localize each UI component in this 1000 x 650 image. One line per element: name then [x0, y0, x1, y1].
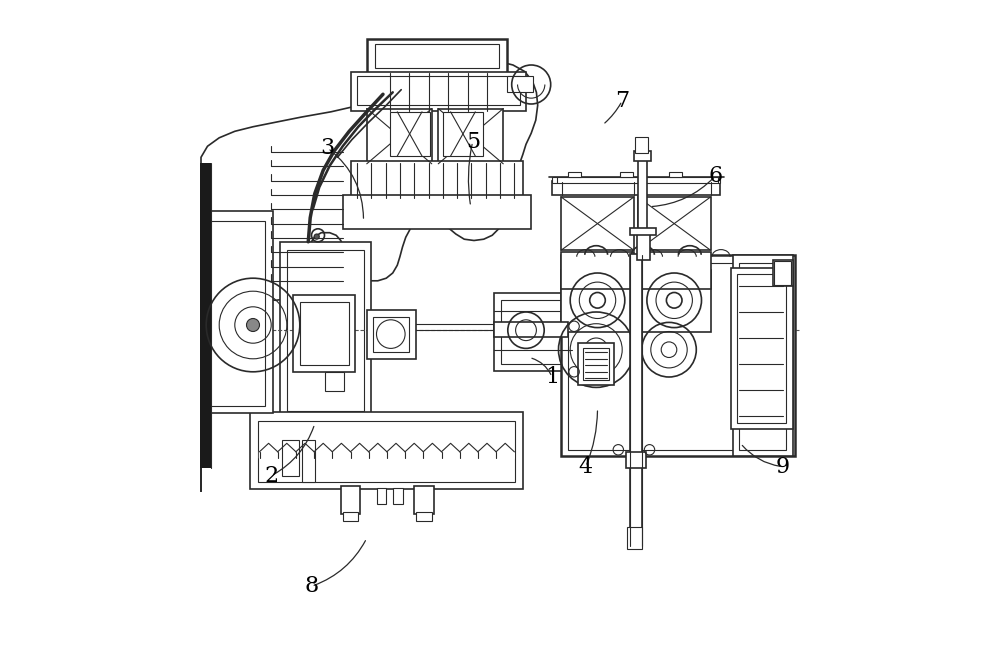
Bar [637, 233, 650, 260]
Bar [552, 181, 720, 195]
Bar [438, 109, 503, 164]
Bar [293, 295, 355, 372]
Bar [669, 172, 682, 177]
Bar [373, 317, 409, 352]
Polygon shape [260, 443, 278, 458]
Bar [416, 512, 432, 521]
Bar [630, 254, 642, 546]
Bar [578, 343, 614, 385]
Polygon shape [351, 443, 369, 458]
Bar [561, 252, 634, 289]
Bar [501, 300, 564, 364]
Bar [561, 270, 634, 332]
Circle shape [314, 234, 319, 239]
Bar [343, 512, 358, 521]
Polygon shape [332, 443, 351, 458]
Bar [568, 263, 789, 450]
Polygon shape [496, 443, 514, 458]
Bar [494, 322, 568, 337]
Bar [367, 39, 507, 75]
Bar [280, 242, 371, 417]
Bar [376, 488, 386, 504]
Bar [208, 221, 265, 406]
Bar [561, 255, 795, 456]
Bar [552, 177, 720, 183]
Bar [343, 195, 531, 229]
Bar [774, 261, 791, 285]
Text: 8: 8 [304, 575, 319, 597]
Text: 1: 1 [545, 366, 559, 388]
Text: 9: 9 [776, 456, 790, 478]
Bar [739, 263, 786, 450]
Bar [773, 260, 792, 286]
Bar [250, 412, 523, 489]
Bar [561, 197, 634, 250]
Bar [731, 268, 792, 429]
Bar [282, 440, 298, 476]
Text: 3: 3 [321, 137, 335, 159]
Bar [390, 112, 430, 156]
Bar [367, 310, 416, 359]
Bar [634, 151, 651, 161]
Bar [627, 526, 642, 549]
Polygon shape [278, 443, 296, 458]
Bar [568, 172, 581, 177]
Bar [638, 197, 711, 250]
Bar [626, 452, 646, 468]
Polygon shape [314, 443, 332, 458]
Bar [200, 162, 211, 468]
Bar [287, 250, 364, 411]
Bar [302, 440, 315, 482]
Bar [393, 488, 402, 504]
Bar [351, 161, 523, 198]
Text: 5: 5 [466, 131, 480, 153]
Bar [507, 76, 532, 92]
Text: 2: 2 [264, 465, 278, 487]
Bar [638, 270, 711, 332]
Bar [375, 44, 499, 68]
Polygon shape [387, 443, 405, 458]
Text: 6: 6 [709, 164, 723, 187]
Polygon shape [423, 443, 442, 458]
Bar [737, 274, 786, 422]
Bar [494, 292, 572, 370]
Polygon shape [478, 443, 496, 458]
Polygon shape [460, 443, 478, 458]
Bar [443, 112, 483, 156]
Circle shape [246, 318, 260, 332]
Bar [733, 255, 792, 456]
Bar [638, 159, 647, 255]
Bar [630, 227, 656, 235]
Polygon shape [296, 443, 314, 458]
Polygon shape [369, 443, 387, 458]
Bar [201, 211, 272, 413]
Bar [620, 172, 633, 177]
Text: 4: 4 [579, 456, 593, 478]
Bar [367, 109, 432, 164]
Text: 7: 7 [615, 90, 629, 112]
Polygon shape [201, 62, 538, 491]
Bar [258, 421, 515, 482]
Bar [638, 252, 711, 289]
Bar [300, 302, 349, 365]
Polygon shape [405, 443, 423, 458]
Bar [635, 136, 648, 153]
Bar [324, 372, 344, 391]
Bar [351, 72, 526, 110]
Bar [414, 486, 434, 514]
Bar [341, 486, 360, 514]
Bar [583, 348, 609, 380]
Polygon shape [442, 443, 460, 458]
Bar [357, 76, 520, 105]
